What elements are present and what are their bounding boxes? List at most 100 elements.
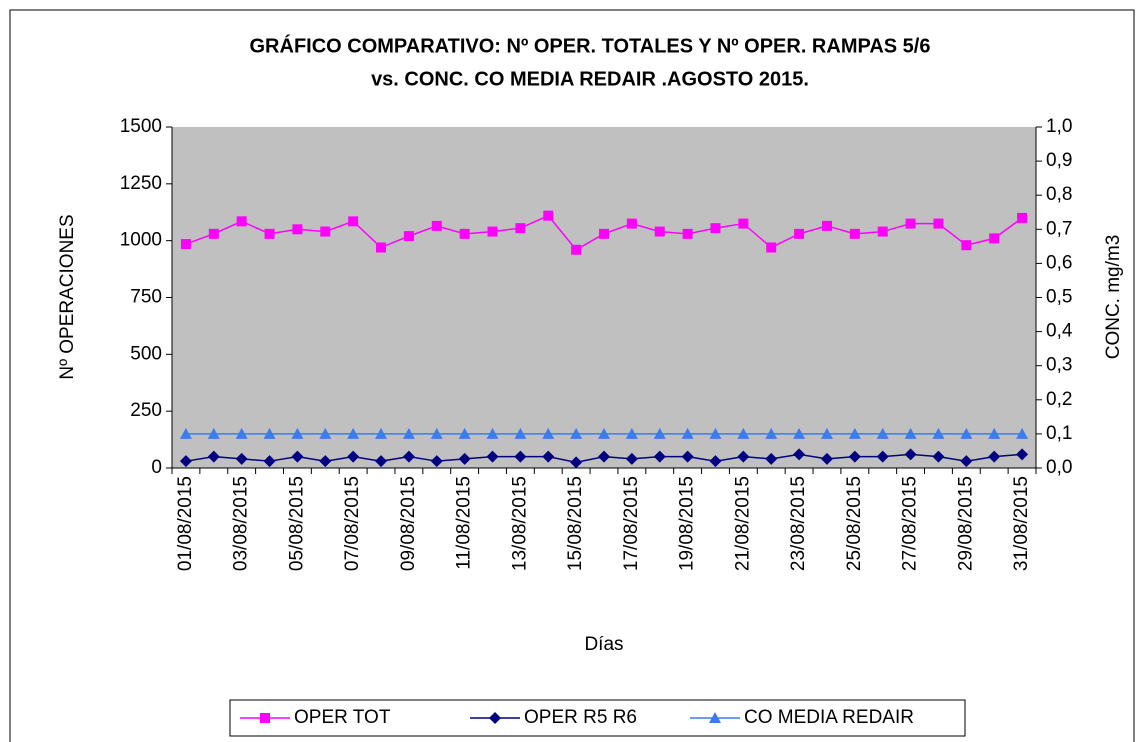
data-point [849,228,860,239]
legend-marker [489,712,501,724]
y2-tick-label: 0,9 [1046,150,1072,171]
data-point [821,220,832,231]
data-point [430,455,443,468]
data-point [653,427,666,439]
data-point [375,427,388,439]
x-tick-label: 15/08/2015 [565,476,586,571]
data-point [625,427,638,439]
data-point [904,448,917,461]
x-tick-label: 05/08/2015 [286,476,307,571]
data-point [905,218,916,229]
y-axis-label: Nº OPERACIONES [57,214,78,379]
x-tick-label: 19/08/2015 [677,476,698,571]
x-tick-label: 31/08/2015 [1011,476,1032,571]
chart-title: GRÁFICO COMPARATIVO: Nº OPER. TOTALES Y … [250,34,931,57]
data-point [514,450,527,463]
data-point [960,455,973,468]
data-point [264,228,275,239]
data-point [709,455,722,468]
x-tick-label: 29/08/2015 [955,476,976,571]
data-point [179,455,192,468]
data-point [989,233,1000,244]
legend-label: OPER R5 R6 [524,707,637,728]
x-tick-label: 21/08/2015 [732,476,753,571]
y2-tick-label: 1,0 [1046,116,1072,137]
y2-tick-label: 0,6 [1046,252,1072,273]
data-point [794,228,805,239]
data-point [263,455,276,468]
data-point [347,450,360,463]
data-point [876,427,889,439]
data-point [765,427,778,439]
x-tick-label: 07/08/2015 [342,476,363,571]
data-point [988,427,1001,439]
data-point [625,452,638,465]
data-point [877,226,888,237]
data-point [179,427,192,439]
y-tick-label: 0 [151,457,162,478]
x-tick-label: 09/08/2015 [398,476,419,571]
x-tick-label: 23/08/2015 [788,476,809,571]
data-point [933,218,944,229]
data-point [458,427,471,439]
data-point [542,427,555,439]
chart-title: vs. CONC. CO MEDIA REDAIR .AGOSTO 2015. [371,68,809,90]
data-point [766,242,777,253]
data-point [765,452,778,465]
data-point [932,450,945,463]
y2-tick-label: 0,0 [1046,457,1072,478]
data-point [430,427,443,439]
y-tick-label: 1250 [120,173,162,194]
data-point [848,427,861,439]
x-tick-label: 11/08/2015 [454,476,475,570]
data-point [319,427,332,439]
data-point [932,427,945,439]
y2-tick-label: 0,8 [1046,184,1072,205]
data-point [961,240,972,251]
data-point [626,218,637,229]
data-point [820,427,833,439]
data-point [542,450,555,463]
legend-marker [709,712,721,723]
data-point [291,450,304,463]
data-point [207,427,220,439]
data-point [598,427,610,439]
data-point [599,228,609,239]
data-point [820,452,833,465]
data-point [904,427,917,439]
y2-tick-label: 0,5 [1046,287,1072,308]
y2-tick-label: 0,1 [1046,423,1072,444]
y-tick-label: 500 [130,343,162,364]
data-point [347,427,360,439]
x-tick-label: 27/08/2015 [900,476,921,571]
y-tick-label: 250 [130,400,162,421]
data-point [737,450,750,463]
data-point [319,455,332,468]
data-point [348,216,359,227]
data-point [653,450,666,463]
legend-label: OPER TOT [294,707,391,728]
data-point [876,450,889,463]
legend-box [229,699,966,737]
y2-axis-label: CONC. mg/m3 [1103,235,1124,360]
data-point [236,216,247,227]
data-point [458,452,471,465]
data-point [402,427,415,439]
data-point [793,427,806,439]
data-point [848,450,861,463]
data-point [710,223,721,234]
data-point [654,226,665,237]
y-tick-label: 1000 [120,230,162,251]
y2-tick-label: 0,2 [1046,389,1072,410]
data-point [988,450,1001,463]
data-point [291,427,304,439]
data-point [431,220,442,231]
y2-tick-label: 0,3 [1046,355,1072,376]
data-point [1016,448,1029,461]
data-point [515,223,526,234]
legend-marker [260,713,270,723]
data-point [709,427,722,439]
data-point [375,455,388,468]
data-point [737,427,750,439]
